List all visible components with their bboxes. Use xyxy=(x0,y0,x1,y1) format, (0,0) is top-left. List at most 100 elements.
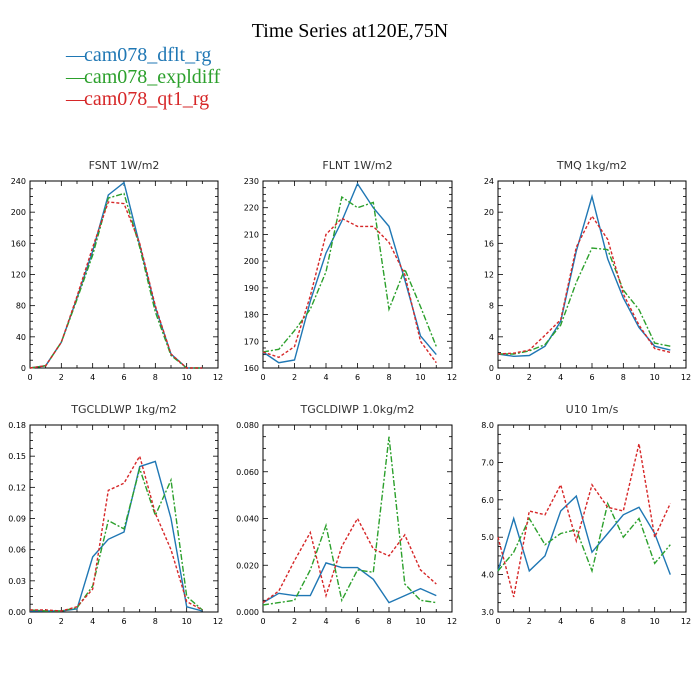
legend-line-icon: — xyxy=(66,88,86,110)
x-tick-label: 6 xyxy=(121,373,126,382)
x-tick-label: 10 xyxy=(182,617,192,626)
y-tick-label: 0.06 xyxy=(8,546,26,555)
x-tick-label: 4 xyxy=(558,617,563,626)
x-tick-label: 10 xyxy=(415,617,425,626)
y-tick-label: 220 xyxy=(244,204,259,213)
y-tick-label: 0.00 xyxy=(8,608,26,617)
y-tick-label: 0.080 xyxy=(236,421,259,430)
x-tick-label: 4 xyxy=(90,617,95,626)
x-tick-label: 4 xyxy=(323,617,328,626)
x-tick-label: 2 xyxy=(59,373,64,382)
legend-label: cam078_dflt_rg xyxy=(84,44,212,66)
y-tick-label: 200 xyxy=(11,208,26,217)
chart-panel-5: TGCLDIWP 1.0kg/m2 0 2 4 6 8 10 12 0.000 0.020 0.04… xyxy=(236,403,457,626)
x-tick-label: 8 xyxy=(621,373,626,382)
x-tick-label: 0 xyxy=(260,617,265,626)
y-tick-label: 6.0 xyxy=(481,496,494,505)
series-line-3 xyxy=(262,217,437,364)
y-tick-label: 0 xyxy=(489,364,494,373)
x-tick-label: 8 xyxy=(386,617,391,626)
chart-panel-2: FLNT 1W/m2 0 2 4 6 8 10 12 160 170 180 190 200 210 220… xyxy=(244,159,457,382)
x-tick-label: 4 xyxy=(558,373,563,382)
series-line-3 xyxy=(29,201,203,369)
series-line-1 xyxy=(30,460,203,612)
figure-title: Time Series at120E,75N xyxy=(251,20,449,42)
series-line-3 xyxy=(497,443,671,598)
y-tick-label: 180 xyxy=(244,311,259,320)
x-tick-label: 6 xyxy=(589,617,594,626)
x-tick-label: 0 xyxy=(495,617,500,626)
legend: —cam078_dflt_rg —cam078_expldiff —cam078… xyxy=(66,44,220,110)
legend-line-icon: — xyxy=(66,66,86,88)
x-tick-label: 8 xyxy=(386,373,391,382)
panel-title: TGCLDIWP 1.0kg/m2 xyxy=(299,403,414,416)
y-tick-label: 0.18 xyxy=(8,421,26,430)
y-tick-label: 0 xyxy=(21,364,26,373)
x-tick-label: 0 xyxy=(27,373,32,382)
y-tick-label: 0.000 xyxy=(236,608,259,617)
series-line-2 xyxy=(262,195,437,353)
x-tick-label: 4 xyxy=(90,373,95,382)
x-tick-label: 12 xyxy=(213,617,223,626)
y-tick-label: 40 xyxy=(16,333,26,342)
x-tick-label: 10 xyxy=(650,617,660,626)
x-tick-label: 2 xyxy=(292,373,297,382)
panel-title: TGCLDLWP 1kg/m2 xyxy=(70,403,176,416)
y-tick-label: 170 xyxy=(244,337,259,346)
y-tick-label: 0.15 xyxy=(8,452,26,461)
y-tick-label: 230 xyxy=(244,177,259,186)
plot-frame xyxy=(497,424,687,613)
legend-entry-expldiff: —cam078_expldiff xyxy=(66,66,220,88)
y-tick-label: 16 xyxy=(484,239,494,248)
y-tick-label: 8 xyxy=(489,302,494,311)
x-tick-label: 12 xyxy=(681,617,691,626)
x-tick-label: 8 xyxy=(153,373,158,382)
y-tick-label: 5.0 xyxy=(481,533,494,542)
y-tick-label: 190 xyxy=(244,284,259,293)
x-tick-label: 2 xyxy=(527,373,532,382)
series-line-1 xyxy=(497,193,671,358)
y-tick-label: 0.040 xyxy=(236,515,259,524)
x-tick-label: 12 xyxy=(681,373,691,382)
x-tick-label: 2 xyxy=(292,617,297,626)
x-tick-label: 8 xyxy=(153,617,158,626)
panel-title: TMQ 1kg/m2 xyxy=(556,159,627,172)
plot-frame xyxy=(29,424,219,613)
y-tick-label: 24 xyxy=(484,177,494,186)
x-tick-label: 0 xyxy=(495,373,500,382)
series-line-1 xyxy=(497,494,671,575)
y-tick-label: 160 xyxy=(11,239,26,248)
series-line-1 xyxy=(262,562,437,604)
x-tick-label: 12 xyxy=(447,373,457,382)
panel-title: U10 1m/s xyxy=(566,403,619,416)
chart-panel-4: TGCLDLWP 1kg/m2 0 2 4 6 8 10 12 0.00 0.03 0.06 0.09… xyxy=(8,403,223,626)
y-tick-label: 12 xyxy=(484,271,494,280)
y-tick-label: 0.020 xyxy=(236,561,259,570)
y-tick-label: 120 xyxy=(11,271,26,280)
y-tick-label: 0.12 xyxy=(8,483,26,492)
legend-entry-qt1: —cam078_qt1_rg xyxy=(66,88,220,110)
plot-frame xyxy=(29,180,219,369)
legend-label: cam078_expldiff xyxy=(84,66,221,88)
panel-title: FSNT 1W/m2 xyxy=(89,159,160,172)
series-line-2 xyxy=(262,436,437,606)
series-line-2 xyxy=(29,192,203,369)
y-tick-label: 200 xyxy=(244,257,259,266)
y-tick-label: 240 xyxy=(11,177,26,186)
legend-line-icon: — xyxy=(66,44,86,66)
x-tick-label: 0 xyxy=(27,617,32,626)
y-tick-label: 3.0 xyxy=(481,608,494,617)
plot-frame xyxy=(497,180,687,369)
y-tick-label: 20 xyxy=(484,208,494,217)
x-tick-label: 10 xyxy=(415,373,425,382)
y-tick-label: 160 xyxy=(244,364,259,373)
series-line-1 xyxy=(29,181,203,369)
y-tick-label: 0.03 xyxy=(8,577,26,586)
x-tick-label: 6 xyxy=(121,617,126,626)
x-tick-label: 4 xyxy=(323,373,328,382)
chart-panel-6: U10 1m/s 0 2 4 6 8 10 12 3.0 4.0 5.0 6.0 7.0 8.0 xyxy=(481,403,691,626)
y-tick-label: 0.060 xyxy=(236,468,259,477)
